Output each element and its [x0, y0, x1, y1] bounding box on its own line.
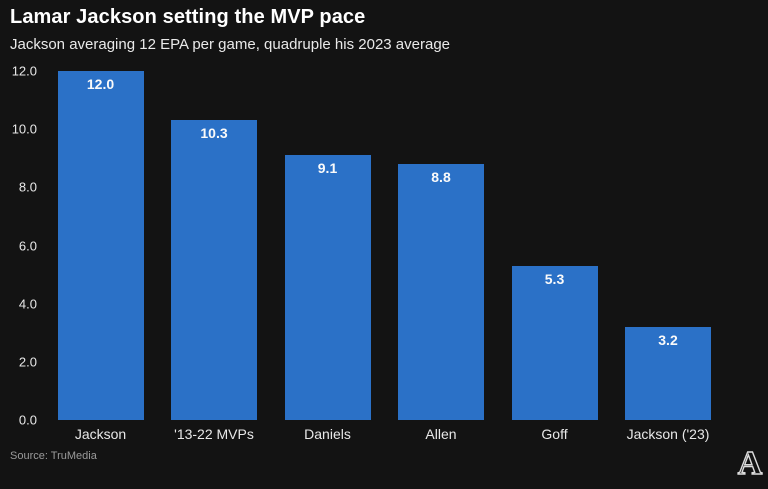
chart-subtitle: Jackson averaging 12 EPA per game, quadr…: [10, 36, 451, 53]
x-axis-category-label: Jackson ('23): [626, 426, 710, 442]
y-axis-tick-label: 4.0: [18, 296, 37, 312]
y-axis-tick-label: 2.0: [18, 354, 37, 370]
bar-value-label: 5.3: [544, 270, 565, 287]
x-axis-category-label: Goff: [541, 426, 568, 442]
x-axis-category-label: Jackson: [74, 426, 127, 442]
chart-title: Lamar Jackson setting the MVP pace: [10, 6, 366, 28]
bar-value-label: 12.0: [86, 76, 115, 92]
x-axis-category-label: '13-22 MVPs: [174, 426, 254, 442]
y-axis-tick-label: 6.0: [18, 238, 37, 253]
y-axis-tick-label: 0.0: [18, 412, 37, 428]
y-axis-tick-label: 8.0: [18, 179, 37, 195]
x-axis-category-label: Allen: [425, 426, 457, 442]
bar: 9.1: [284, 155, 371, 420]
athletic-logo-icon: A: [737, 444, 763, 480]
x-axis-category-label: Daniels: [304, 426, 351, 442]
bar: 5.3: [511, 265, 598, 420]
bar-value-label: 3.2: [658, 331, 678, 348]
bar-value-label: 8.8: [431, 169, 451, 186]
bar-value-label: 10.3: [200, 125, 228, 142]
athletic-logo-letter: A: [738, 445, 763, 480]
y-axis-tick-label: 12.0: [11, 63, 37, 79]
bar: 12.0: [57, 71, 144, 420]
y-axis-tick-label: 10.0: [11, 121, 37, 137]
bar: 3.2: [625, 326, 711, 420]
bar-value-label: 9.1: [317, 160, 338, 177]
source-note: Source: TruMedia: [10, 450, 97, 462]
bar: 10.3: [171, 120, 257, 420]
bar: 8.8: [398, 164, 484, 420]
